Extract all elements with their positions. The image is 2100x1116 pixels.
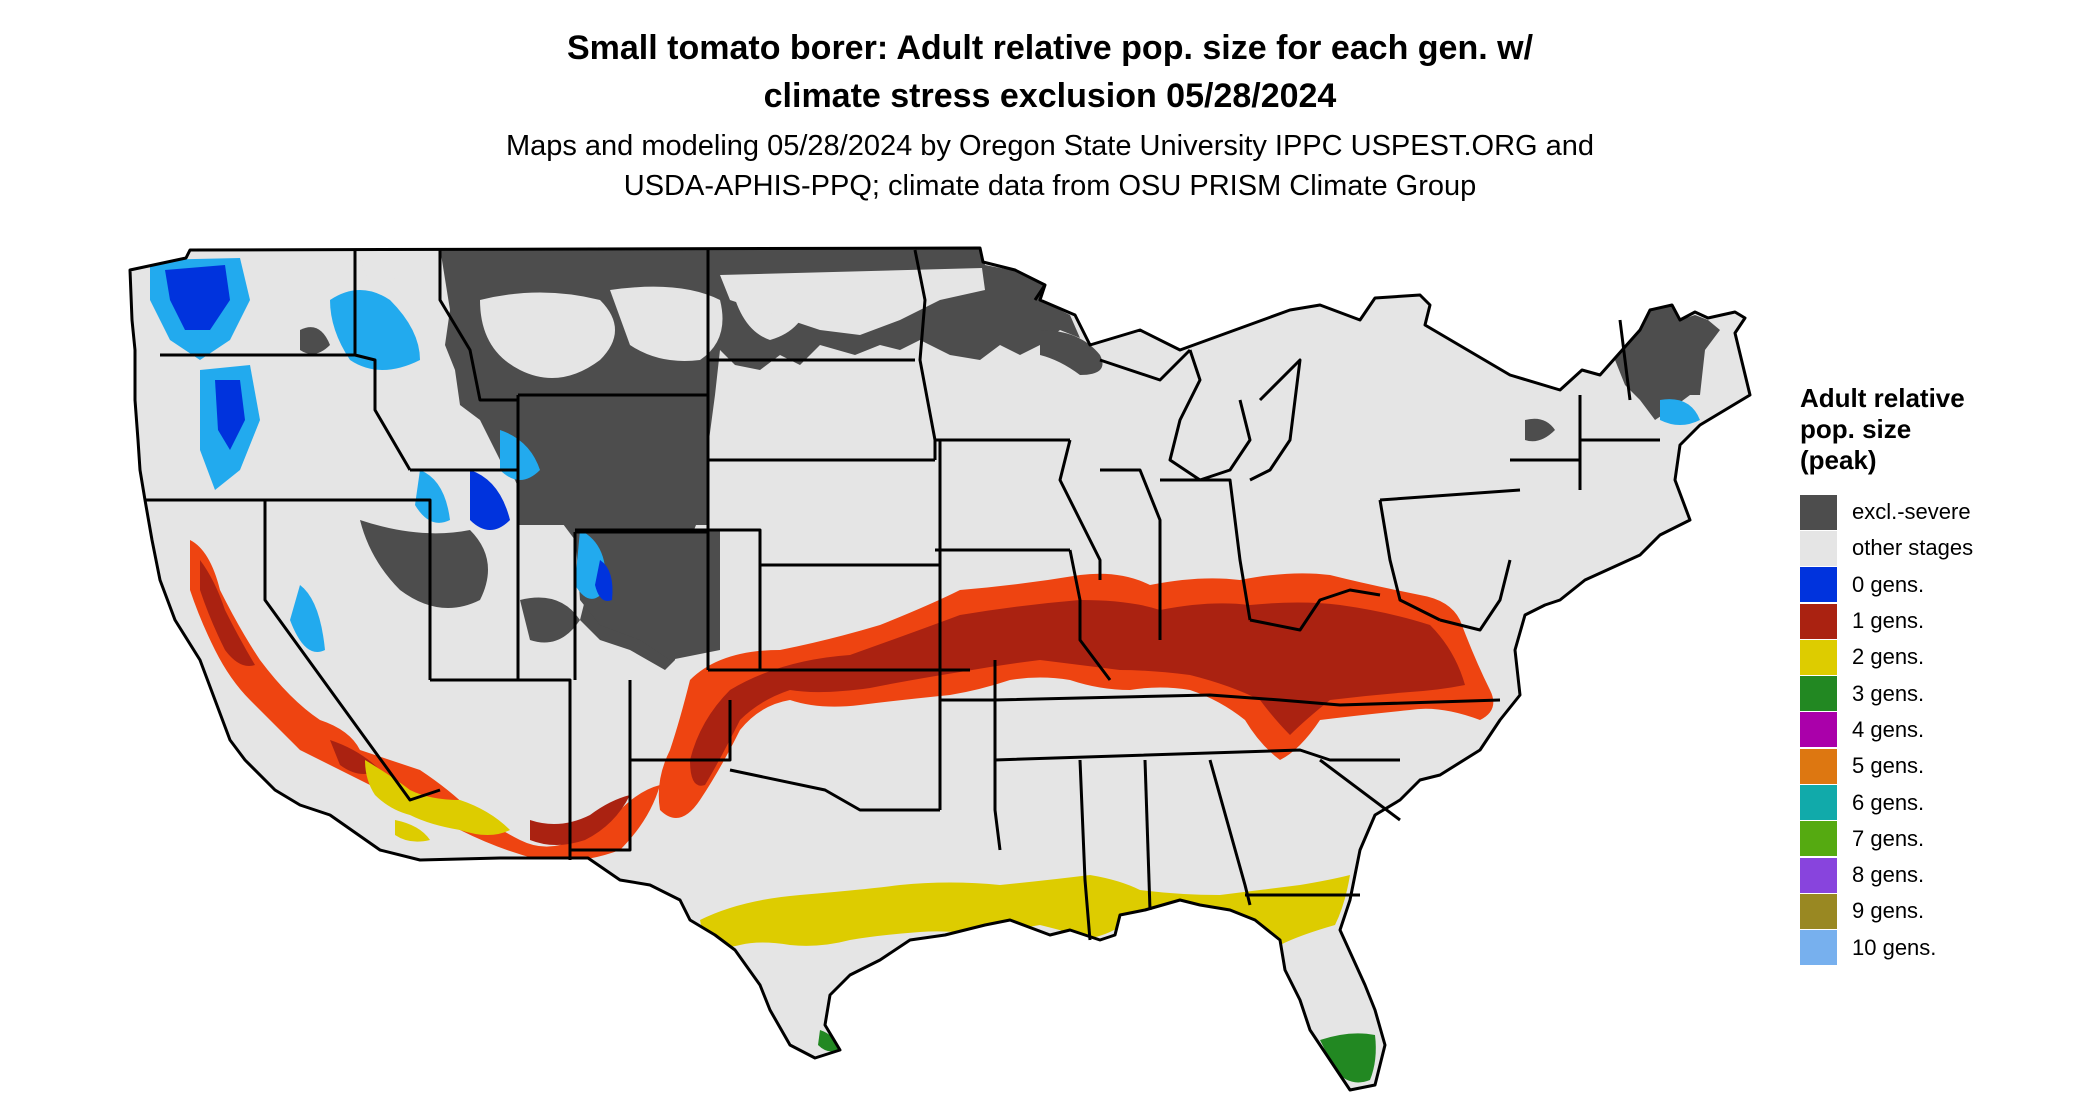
state-borders	[128, 246, 1752, 1092]
two-gens-desert	[365, 760, 510, 835]
legend-swatch	[1800, 930, 1837, 966]
legend-swatch	[1800, 494, 1837, 530]
legend-label: excl.-severe	[1852, 499, 1971, 525]
zero-gens-areas	[150, 258, 1700, 652]
legend-title-line-2: pop. size	[1800, 414, 1912, 444]
legend-label: 1 gens.	[1852, 608, 1925, 634]
legend-swatch	[1800, 639, 1837, 675]
legend: Adult relative pop. size (peak) excl.-se…	[1800, 383, 2090, 966]
legend-title: Adult relative pop. size (peak)	[1800, 383, 2090, 476]
excluded-region-wyoming	[518, 395, 708, 525]
legend-swatch	[1800, 785, 1837, 821]
legend-item-6-gens: 6 gens.	[1800, 784, 2090, 821]
legend-item-1-gens: 1 gens.	[1800, 603, 2090, 639]
legend-label: 7 gens.	[1852, 825, 1925, 851]
legend-label: 2 gens.	[1852, 644, 1925, 670]
legend-label: 0 gens.	[1852, 571, 1925, 597]
legend-item-0-gens: 0 gens.	[1800, 567, 2090, 603]
legend-label: 10 gens.	[1852, 934, 1937, 960]
legend-swatch	[1800, 676, 1837, 712]
excluded-region-southwest-patches	[360, 520, 488, 608]
legend-swatch	[1800, 530, 1837, 566]
legend-item-5-gens: 5 gens.	[1800, 748, 2090, 784]
legend-swatch	[1800, 821, 1837, 857]
map-title-line-1: Small tomato borer: Adult relative pop. …	[566, 29, 1534, 67]
legend-item-excl-severe: excl.-severe	[1800, 494, 2090, 530]
two-gens-band	[365, 760, 1350, 948]
map-subtitle: Maps and modeling 05/28/2024 by Oregon S…	[0, 126, 2100, 206]
legend-label: other stages	[1852, 535, 1974, 561]
map-title-line-2: climate stress exclusion 05/28/2024	[763, 77, 1337, 115]
us-population-map	[128, 246, 1752, 1092]
legend-item-2-gens: 2 gens.	[1800, 639, 2090, 675]
legend-title-line-1: Adult relative	[1800, 383, 1965, 413]
legend-label: 4 gens.	[1852, 716, 1925, 742]
legend-item-8-gens: 8 gens.	[1800, 857, 2090, 893]
map-title: Small tomato borer: Adult relative pop. …	[0, 24, 2100, 120]
legend-item-3-gens: 3 gens.	[1800, 675, 2090, 712]
legend-label: 8 gens.	[1852, 862, 1925, 888]
two-gens-gulf	[700, 875, 1350, 948]
three-gens-areas	[818, 1030, 1376, 1083]
legend-swatch	[1800, 567, 1837, 603]
legend-label: 5 gens.	[1852, 753, 1925, 779]
legend-items: excl.-severe other stages 0 gens. 1 gens…	[1800, 494, 2090, 966]
legend-title-line-3: (peak)	[1800, 445, 1877, 475]
map-subtitle-line-1: Maps and modeling 05/28/2024 by Oregon S…	[505, 130, 1595, 162]
map-subtitle-line-2: USDA-APHIS-PPQ; climate data from OSU PR…	[623, 170, 1477, 202]
legend-swatch	[1800, 893, 1837, 929]
legend-label: 9 gens.	[1852, 898, 1925, 924]
legend-item-7-gens: 7 gens.	[1800, 821, 2090, 857]
legend-label: 3 gens.	[1852, 680, 1925, 706]
legend-item-10-gens: 10 gens.	[1800, 930, 2090, 966]
legend-item-9-gens: 9 gens.	[1800, 893, 2090, 929]
legend-label: 6 gens.	[1852, 789, 1925, 815]
legend-swatch	[1800, 857, 1837, 893]
legend-swatch	[1800, 712, 1837, 748]
legend-item-4-gens: 4 gens.	[1800, 712, 2090, 748]
legend-swatch	[1800, 603, 1837, 639]
legend-item-other-stages: other stages	[1800, 530, 2090, 566]
legend-swatch	[1800, 748, 1837, 784]
